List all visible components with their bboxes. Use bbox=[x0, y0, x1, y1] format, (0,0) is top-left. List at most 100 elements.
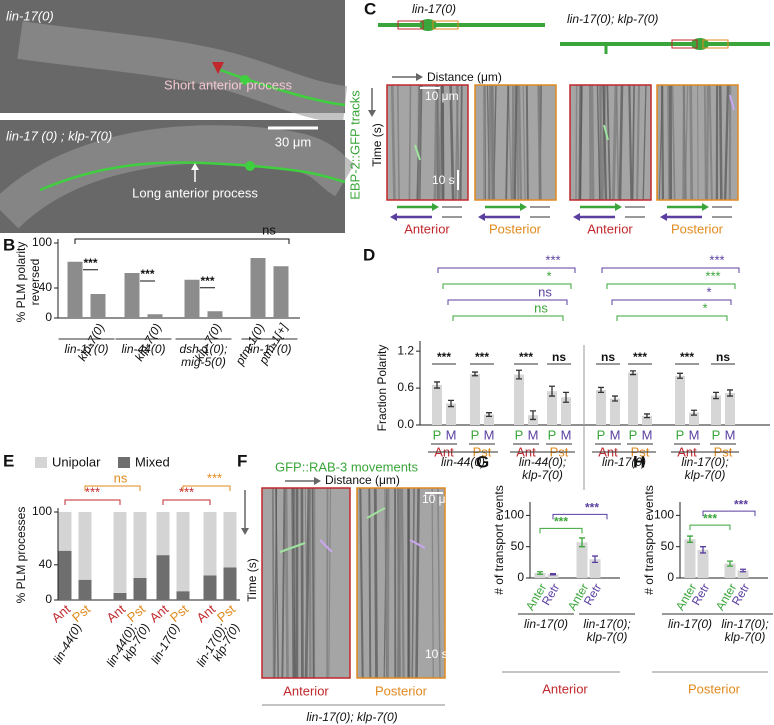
sig-label: *** bbox=[519, 350, 533, 364]
sig-label: *** bbox=[554, 514, 568, 528]
kymo-track bbox=[408, 84, 412, 201]
kymo-track bbox=[449, 84, 455, 201]
sig-bracket bbox=[616, 315, 728, 321]
kymo-label: Anterior bbox=[587, 221, 633, 236]
kymo-track bbox=[517, 84, 523, 201]
panel-title: GFP::RAB-3 movements bbox=[275, 459, 419, 474]
kymograph bbox=[387, 85, 468, 200]
error-bar bbox=[713, 391, 719, 400]
sig-bracket bbox=[74, 238, 290, 244]
track-highlight bbox=[409, 539, 426, 549]
panel-label: H bbox=[633, 452, 645, 471]
sig-label: ns bbox=[552, 350, 566, 364]
arrowhead bbox=[241, 528, 249, 535]
sig-bracket bbox=[162, 499, 211, 505]
series-label: P bbox=[433, 427, 442, 442]
bar-segment bbox=[176, 591, 190, 600]
kymo-track bbox=[718, 84, 723, 201]
group-label: dsh-1(0); bbox=[179, 342, 227, 356]
sig-bracket bbox=[437, 267, 576, 273]
arrowhead bbox=[191, 163, 199, 170]
bar bbox=[124, 273, 140, 318]
error-bar bbox=[472, 371, 478, 377]
roi bbox=[702, 39, 729, 49]
bar-segment bbox=[78, 512, 92, 580]
track-highlight bbox=[414, 144, 421, 161]
kymo-track bbox=[606, 84, 611, 201]
bar-segment bbox=[133, 578, 147, 600]
bar-segment bbox=[58, 512, 72, 551]
bar bbox=[589, 559, 601, 578]
kymo-track bbox=[400, 487, 405, 679]
kymo-track bbox=[373, 487, 378, 679]
axis-label: Time (s) bbox=[245, 558, 259, 602]
error-bar bbox=[727, 560, 733, 567]
bar bbox=[675, 375, 685, 425]
sig-bracket bbox=[601, 267, 740, 273]
kymo-track bbox=[513, 84, 518, 201]
sig-label: *** bbox=[140, 267, 154, 281]
kymo-label: Anterior bbox=[404, 221, 450, 236]
kymo-track bbox=[359, 487, 364, 679]
kymo-track bbox=[596, 84, 601, 201]
y-tick-label: 100 bbox=[32, 235, 52, 249]
bar bbox=[628, 372, 638, 425]
axis-label: Distance (μm) bbox=[427, 70, 502, 84]
kymo-track bbox=[615, 84, 620, 201]
y-tick-label: 0 bbox=[517, 570, 524, 584]
group-label: klp-7(0) bbox=[522, 468, 563, 482]
series-label: P bbox=[548, 427, 557, 442]
y-tick-label: 0 bbox=[45, 592, 52, 606]
group-label: lin-17(0) bbox=[668, 617, 712, 631]
bar-segment bbox=[113, 592, 127, 600]
sig-label: *** bbox=[633, 350, 647, 364]
kymo-track bbox=[505, 84, 510, 201]
bar-segment bbox=[156, 512, 170, 556]
kymo-track bbox=[368, 487, 372, 679]
kymo-track bbox=[636, 84, 641, 201]
kymo-label: Posterior bbox=[671, 221, 724, 236]
series-label: M bbox=[642, 427, 653, 442]
track-highlight bbox=[279, 542, 306, 553]
kymo-track bbox=[537, 84, 541, 201]
y-tick-label: 100 bbox=[654, 508, 674, 522]
kymo-track bbox=[658, 84, 663, 201]
kymo-track bbox=[590, 84, 595, 201]
error-bar bbox=[644, 413, 650, 419]
legend-label: Unipolar bbox=[52, 454, 101, 469]
scale-label: 30 μm bbox=[275, 134, 311, 149]
scale-label: 10 μm bbox=[422, 492, 456, 506]
bar-segment bbox=[176, 512, 190, 592]
group-label: lin-17(0) bbox=[64, 342, 108, 356]
sig-label: *** bbox=[734, 497, 748, 511]
error-bar bbox=[486, 412, 492, 418]
sig-bracket bbox=[64, 499, 121, 505]
bar-segment bbox=[78, 579, 92, 600]
kymo-track bbox=[705, 84, 710, 201]
kymo-track bbox=[684, 84, 689, 201]
sig-label: ns bbox=[538, 284, 552, 299]
group-label: klp-7(0) bbox=[685, 468, 726, 482]
panel-label: B bbox=[3, 235, 15, 254]
error-bar bbox=[448, 399, 454, 408]
kymo-track bbox=[454, 84, 459, 201]
sig-label: * bbox=[706, 284, 711, 299]
bar bbox=[610, 398, 620, 425]
kymo-track bbox=[490, 84, 496, 201]
kymo-track bbox=[440, 84, 445, 201]
bar bbox=[273, 266, 289, 318]
bar bbox=[534, 572, 546, 578]
error-bar bbox=[598, 386, 604, 394]
kymo-track bbox=[396, 84, 400, 201]
sig-label: *** bbox=[705, 268, 720, 283]
kymo-track bbox=[611, 84, 618, 201]
bar bbox=[576, 542, 588, 578]
sig-label: *** bbox=[207, 470, 222, 485]
genotype: lin-17(0) bbox=[412, 2, 456, 16]
sig-bracket bbox=[552, 513, 608, 520]
series-label: M bbox=[484, 427, 495, 442]
bar bbox=[547, 574, 559, 578]
bar bbox=[514, 374, 524, 425]
sig-bracket bbox=[442, 283, 572, 289]
